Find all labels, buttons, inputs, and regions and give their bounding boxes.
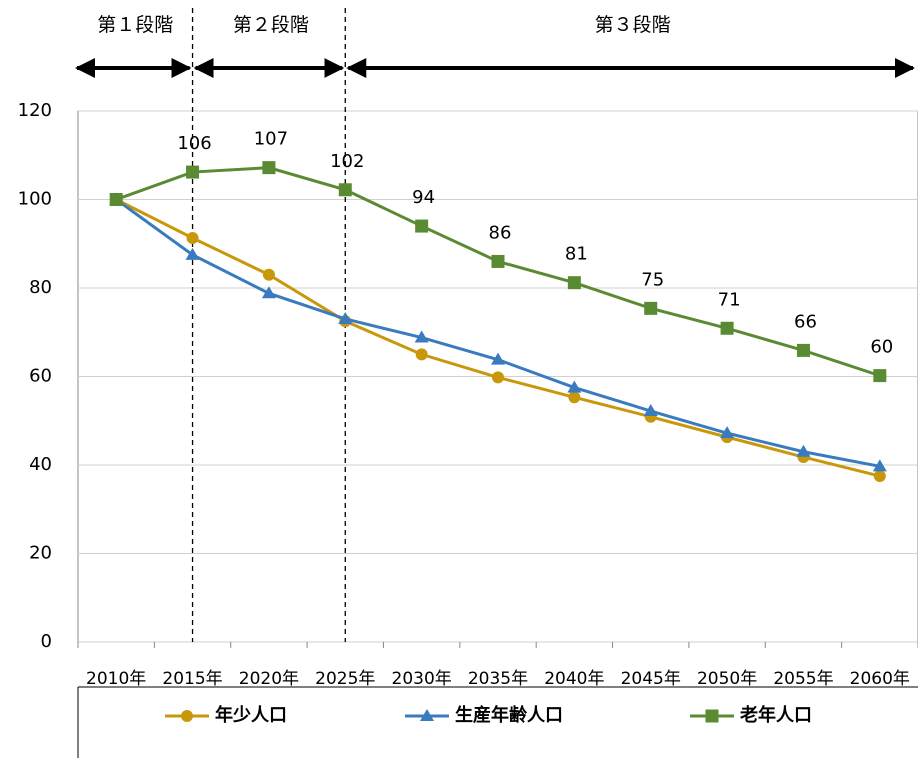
stage-label: 第１段階 xyxy=(97,14,173,36)
x-tick-label: 2045年 xyxy=(621,669,681,689)
series-line xyxy=(115,166,881,378)
point xyxy=(181,710,193,722)
x-tick-label: 2025年 xyxy=(315,669,375,689)
point xyxy=(185,247,200,260)
x-tick-label: 2020年 xyxy=(239,669,299,689)
x-tick-label: 2030年 xyxy=(392,669,452,689)
point xyxy=(643,404,658,417)
y-tick-label: 40 xyxy=(29,454,52,475)
point xyxy=(261,286,276,299)
point xyxy=(262,268,275,281)
legend-label: 老年人口 xyxy=(740,704,812,726)
y-tick-label: 80 xyxy=(29,277,52,298)
data-label: 106 xyxy=(177,133,211,154)
x-tick-label: 2055年 xyxy=(773,669,833,689)
data-label: 75 xyxy=(641,269,664,290)
point xyxy=(872,459,887,472)
point xyxy=(414,330,429,343)
x-tick-label: 2010年 xyxy=(86,669,146,689)
point xyxy=(109,193,123,206)
x-tick-label: 2060年 xyxy=(850,669,910,689)
point xyxy=(186,231,199,244)
point xyxy=(873,470,886,483)
point xyxy=(491,254,505,268)
point xyxy=(644,301,658,315)
point xyxy=(262,161,276,175)
data-label: 107 xyxy=(254,129,288,150)
stage-label: 第３段階 xyxy=(595,14,671,36)
point xyxy=(338,183,352,197)
y-tick-label: 0 xyxy=(41,631,52,652)
x-tick-label: 2035年 xyxy=(468,669,528,689)
y-tick-label: 100 xyxy=(18,189,52,210)
legend-label: 年少人口 xyxy=(215,704,287,726)
data-label: 71 xyxy=(718,289,741,310)
data-label: 86 xyxy=(489,222,512,243)
y-tick-label: 60 xyxy=(29,366,52,387)
x-tick-label: 2015年 xyxy=(162,669,222,689)
data-label: 60 xyxy=(870,337,893,358)
point xyxy=(873,369,887,383)
point xyxy=(338,311,353,324)
point xyxy=(568,391,581,404)
x-tick-label: 2050年 xyxy=(697,669,757,689)
legend-label: 生産年齢人口 xyxy=(455,704,563,726)
point xyxy=(796,343,810,357)
y-tick-label: 120 xyxy=(18,100,52,121)
data-label: 102 xyxy=(330,151,364,172)
data-label: 94 xyxy=(412,187,435,208)
stage-label: 第２段階 xyxy=(233,14,309,36)
data-label: 66 xyxy=(794,311,817,332)
point xyxy=(720,321,734,335)
point xyxy=(186,165,200,179)
point xyxy=(705,709,719,723)
point xyxy=(492,371,504,384)
point xyxy=(415,219,429,233)
point xyxy=(415,348,428,361)
point xyxy=(567,380,582,393)
point xyxy=(567,276,581,290)
point xyxy=(796,444,811,457)
data-label: 81 xyxy=(565,244,588,265)
point xyxy=(491,352,505,365)
y-tick-label: 20 xyxy=(29,543,52,564)
x-tick-label: 2040年 xyxy=(544,669,604,689)
point xyxy=(720,426,735,439)
point xyxy=(420,709,434,721)
